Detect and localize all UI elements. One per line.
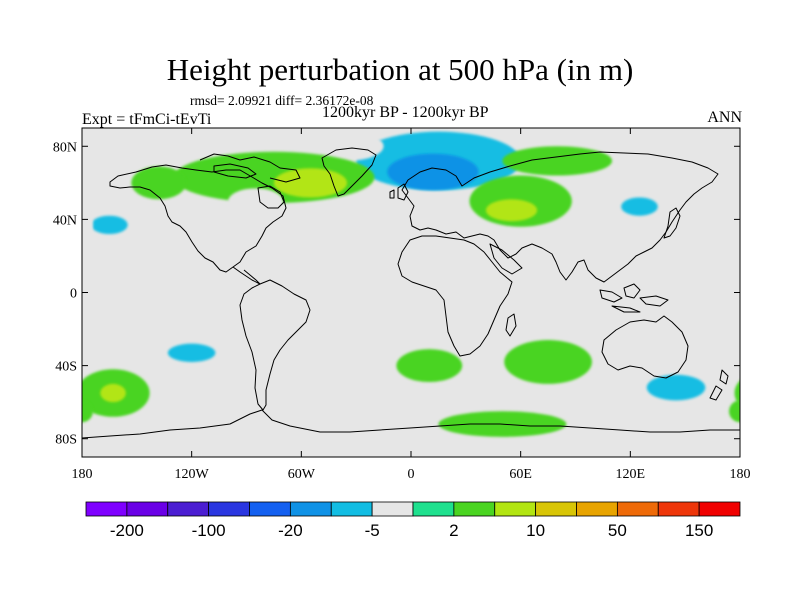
colorbar-box — [494, 501, 537, 517]
x-tick-label: 120E — [616, 467, 646, 482]
y-tick-label: 0 — [70, 287, 77, 302]
plot-title: Height perturbation at 500 hPa (in m) — [166, 52, 634, 87]
south-america-coast — [239, 279, 311, 411]
y-tick-label: 80N — [53, 140, 77, 155]
season-label: ANN — [707, 109, 742, 126]
africa-coast — [397, 235, 513, 357]
antarctica-coast — [82, 409, 740, 439]
anomaly-dateline-south-positive — [82, 400, 93, 423]
colorbar-box — [535, 501, 577, 517]
japan-coast — [663, 207, 681, 239]
y-tick-label: 40N — [53, 213, 77, 228]
period-label: 1200kyr BP - 1200kyr BP — [322, 104, 489, 121]
x-tick-label: 60E — [509, 467, 532, 482]
coastlines — [82, 147, 740, 439]
anomaly-alaska-positive — [131, 166, 187, 200]
australia-coast — [601, 315, 689, 379]
colorbar-label: -100 — [192, 521, 226, 540]
colorbar-box — [126, 501, 169, 517]
x-tick-label: 180 — [72, 467, 93, 482]
x-tick-label: 0 — [408, 467, 415, 482]
colorbar-box — [657, 501, 700, 517]
colorbar-box — [412, 501, 455, 517]
madagascar-coast — [505, 313, 517, 337]
anomaly-east-asia-negative-core — [621, 197, 658, 216]
anomaly-south-of-australia-negative-core — [646, 374, 706, 401]
colorbar-label: 50 — [608, 521, 627, 540]
colorbar-box — [289, 501, 332, 517]
colorbar-box — [576, 501, 618, 517]
anomaly-south-atlantic-positive — [396, 349, 463, 383]
anomaly-caspian-positive-core — [485, 199, 538, 222]
arctic-islands-coast — [199, 153, 301, 183]
colorbar-box — [698, 501, 741, 517]
stats-text: rmsd= 2.09921 diff= 2.36172e-08 — [190, 93, 374, 108]
anomaly-south-pacific-positive-core — [100, 383, 126, 403]
anomaly-east-pacific-negative-core — [91, 215, 128, 235]
anomaly-west-pacific-negative — [82, 210, 93, 240]
anomaly-southern-ocean-negative-pacific — [136, 411, 284, 437]
new-zealand-coast — [709, 369, 729, 401]
anomaly-indian-ocean-positive — [504, 340, 592, 384]
eurasia-coast — [401, 151, 719, 283]
maritime-continent-coast — [599, 283, 669, 313]
central-america-coast — [232, 266, 261, 285]
greenland-coast — [321, 147, 377, 197]
colorbar-label: 2 — [449, 521, 458, 540]
x-tick-label: 180 — [730, 467, 751, 482]
colorbar-box — [249, 501, 291, 517]
anomaly-drake-passage-negative — [336, 383, 348, 392]
anomaly-scandinavia-core-negative — [387, 153, 479, 191]
y-tick-label: 80S — [55, 433, 77, 448]
y-tick-label: 40S — [55, 360, 77, 375]
colorbar-label: -20 — [278, 521, 303, 540]
hudson-bay-coast — [257, 185, 285, 209]
experiment-label: Expt = tFmCi-tEvTi — [82, 111, 212, 128]
anomaly-south-pacific-positive — [734, 380, 740, 406]
colorbar-box — [167, 501, 210, 517]
anomaly-north-atlantic-positive-core — [273, 168, 348, 198]
colorbar-label: -5 — [365, 521, 380, 540]
map-axes: 180 120W 60W 0 60E 120E 180 80N 40N 0 40S 80S — [53, 128, 751, 482]
colorbar-label: -200 — [110, 521, 144, 540]
x-tick-label: 120W — [175, 467, 210, 482]
colorbar-box — [616, 501, 659, 517]
x-tick-label: 60W — [288, 467, 316, 482]
colorbar-box — [453, 501, 496, 517]
colorbar-label: 150 — [685, 521, 713, 540]
north-america-coast — [109, 164, 287, 273]
colorbar-box — [208, 501, 250, 517]
anomaly-siberia-positive — [502, 146, 613, 176]
colorbar-box — [371, 501, 414, 517]
british-isles-coast — [389, 183, 409, 201]
arabia-coast — [489, 243, 523, 275]
anomaly-south-pacific-negative-core — [167, 343, 216, 362]
colorbar-label: 10 — [526, 521, 545, 540]
anomaly-canada-negative — [228, 188, 284, 214]
colorbar: -200 -100 -20 -5 2 10 50 150 — [85, 501, 741, 540]
colorbar-box — [85, 501, 128, 517]
anomaly-dateline-south-positive — [729, 400, 740, 423]
colorbar-box — [330, 501, 373, 517]
anomaly-west-pacific-negative — [729, 210, 740, 240]
